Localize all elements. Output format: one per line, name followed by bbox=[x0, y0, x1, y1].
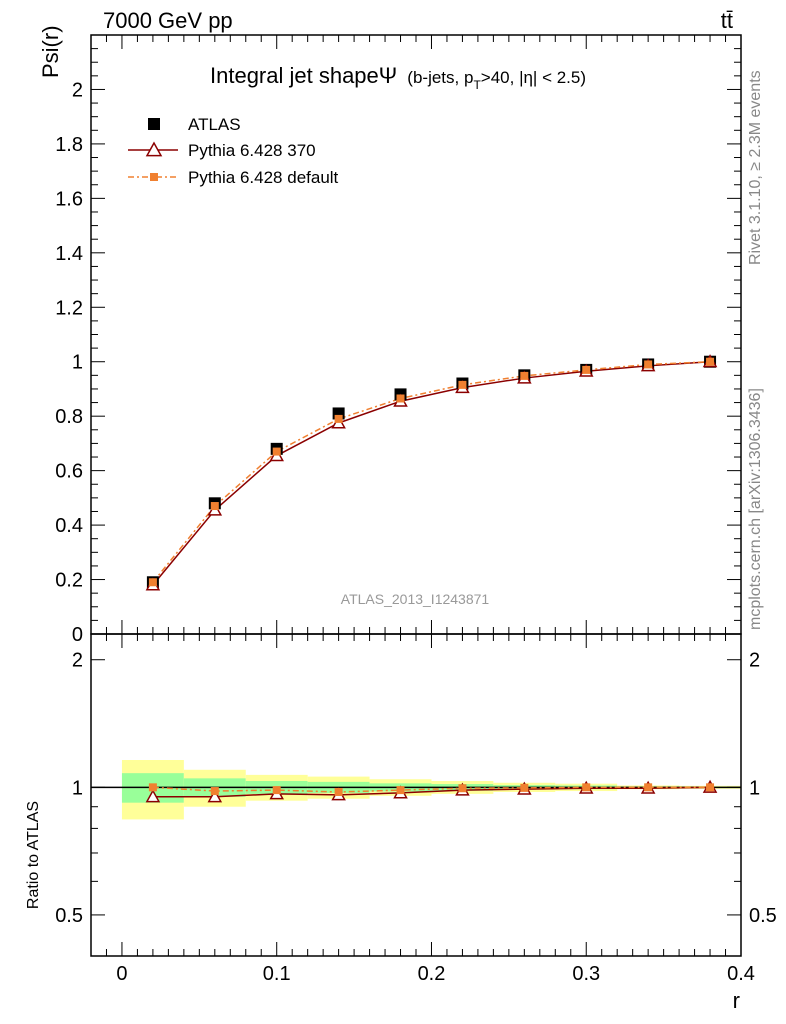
data-point-pythia-default bbox=[520, 371, 529, 380]
ratio-point-pythia-default bbox=[334, 787, 343, 796]
ratio-point-pythia-default bbox=[706, 783, 715, 792]
y-tick-label: 0.2 bbox=[55, 570, 83, 592]
ratio-point-pythia-default bbox=[644, 783, 653, 792]
ratio-point-pythia-default bbox=[396, 786, 405, 795]
y-tick-label: 0 bbox=[72, 624, 83, 646]
legend-label: Pythia 6.428 370 bbox=[188, 141, 316, 160]
energy-label: 7000 GeV pp bbox=[103, 8, 233, 33]
ratio-point-pythia-default bbox=[582, 783, 591, 792]
series-line-pythia-default bbox=[152, 360, 711, 583]
legend-marker-atlas bbox=[148, 118, 160, 130]
y-tick-label: 1.2 bbox=[55, 297, 83, 319]
ratio-point-pythia-default bbox=[458, 784, 467, 793]
chart-title: Integral jet shapeΨ (b-jets, pT>40, |η| … bbox=[210, 63, 586, 92]
y-tick-label: 0.8 bbox=[55, 406, 83, 428]
x-tick-label: 0.3 bbox=[572, 963, 600, 985]
y-tick-label: 1.8 bbox=[55, 134, 83, 156]
y-tick-label: 0.6 bbox=[55, 461, 83, 483]
ratio-point-pythia-default bbox=[520, 783, 529, 792]
x-axis-label: r bbox=[733, 988, 740, 1013]
data-point-pythia-default bbox=[148, 578, 157, 587]
mcplots-label: mcplots.cern.ch [arXiv:1306.3436] bbox=[747, 388, 764, 630]
ratio-panel: 0 0.1 0.2 0.3 0.4 0.5 0.5 1 1 2 2 bbox=[55, 633, 777, 985]
x-tick-label: 0.4 bbox=[727, 963, 755, 985]
ratio-point-pythia-370 bbox=[145, 789, 161, 803]
ratio-y-tick-label-right: 2 bbox=[749, 650, 760, 672]
analysis-watermark: ATLAS_2013_I1243871 bbox=[341, 591, 490, 607]
process-label: tt̄ bbox=[721, 8, 733, 33]
ratio-point-pythia-default bbox=[210, 787, 219, 796]
y-tick-label: 1 bbox=[72, 352, 83, 374]
rivet-version-label: Rivet 3.1.10, ≥ 2.3M events bbox=[747, 70, 764, 265]
ratio-y-tick-label: 0.5 bbox=[55, 905, 83, 927]
data-point-pythia-default bbox=[582, 365, 591, 374]
x-tick-label: 0.1 bbox=[263, 963, 291, 985]
x-tick-label: 0.2 bbox=[418, 963, 446, 985]
legend-label: ATLAS bbox=[188, 115, 241, 134]
data-point-pythia-default bbox=[272, 447, 281, 456]
legend-marker-pythia-370 bbox=[145, 141, 163, 157]
ratio-y-tick-label: 1 bbox=[72, 777, 83, 799]
data-point-pythia-default bbox=[334, 414, 343, 423]
y-axis-label: Psi(r) bbox=[38, 25, 63, 78]
ratio-y-tick-label-right: 0.5 bbox=[749, 905, 777, 927]
legend-label: Pythia 6.428 default bbox=[188, 168, 339, 187]
ratio-point-pythia-default bbox=[148, 783, 157, 792]
data-point-pythia-default bbox=[458, 380, 467, 389]
ratio-point-pythia-default bbox=[272, 786, 281, 795]
data-point-pythia-default bbox=[644, 360, 653, 369]
legend-marker-pythia-default bbox=[150, 173, 158, 181]
series-line-pythia-370 bbox=[152, 360, 711, 586]
ratio-y-tick-label: 2 bbox=[72, 650, 83, 672]
y-tick-label: 1.4 bbox=[55, 243, 83, 265]
legend: ATLAS Pythia 6.428 370 Pythia 6.428 defaul… bbox=[128, 115, 339, 187]
y-tick-label: 1.6 bbox=[55, 188, 83, 210]
data-point-pythia-default bbox=[706, 357, 715, 366]
data-point-pythia-default bbox=[210, 502, 219, 511]
y-tick-label: 2 bbox=[72, 79, 83, 101]
ratio-point-pythia-370 bbox=[207, 789, 223, 803]
ratio-line-pythia-370 bbox=[152, 786, 711, 798]
x-tick-label: 0 bbox=[116, 963, 127, 985]
data-point-pythia-default bbox=[396, 394, 405, 403]
ratio-y-axis-label: Ratio to ATLAS bbox=[25, 801, 42, 909]
ratio-y-tick-label-right: 1 bbox=[749, 777, 760, 799]
ratio-line-pythia-default bbox=[152, 786, 711, 793]
y-tick-label: 0.4 bbox=[55, 515, 83, 537]
